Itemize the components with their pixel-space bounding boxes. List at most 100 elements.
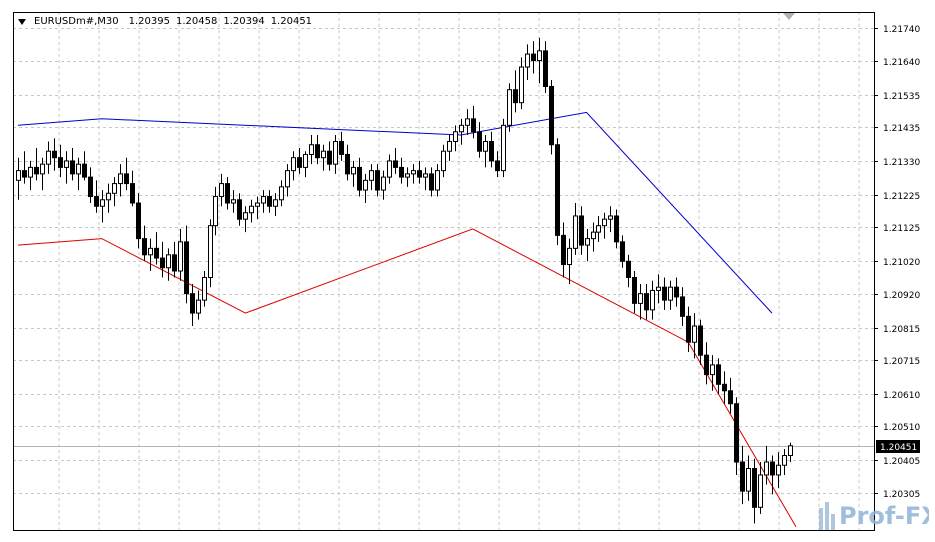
- candle: [64, 151, 69, 184]
- candle: [614, 209, 619, 249]
- candle-body: [190, 293, 195, 314]
- candle-body: [196, 299, 201, 314]
- candle-body: [130, 183, 135, 204]
- candle-body: [285, 170, 290, 188]
- candle: [513, 70, 518, 113]
- candle-body: [471, 118, 476, 133]
- candle: [70, 147, 75, 181]
- candle: [423, 167, 428, 191]
- candle-body: [429, 173, 434, 191]
- candle-body: [363, 179, 368, 191]
- candle-body: [740, 461, 745, 492]
- candle-body: [650, 289, 655, 311]
- candle-body: [680, 296, 685, 317]
- candle-body: [249, 205, 254, 214]
- candle-body: [573, 215, 578, 249]
- candle-body: [632, 276, 637, 304]
- candle: [441, 144, 446, 178]
- y-tick-label: 1.20610: [883, 391, 920, 401]
- price-axis: 1.21740 1.21640 1.21535 1.21435 1.21330 1.212…: [13, 12, 920, 531]
- chevron-down-icon[interactable]: [18, 18, 26, 25]
- y-tick-label: 1.21640: [883, 58, 920, 68]
- candle: [172, 241, 177, 278]
- candle: [567, 238, 572, 284]
- candle: [190, 283, 195, 327]
- candle-body: [381, 176, 386, 191]
- candle-body: [184, 241, 189, 295]
- candle: [549, 79, 554, 155]
- candle-body: [22, 170, 27, 178]
- candle: [758, 462, 763, 514]
- candle-body: [202, 276, 207, 301]
- candle-body: [477, 131, 482, 152]
- candle: [303, 151, 308, 178]
- candle-body: [369, 170, 374, 181]
- candle-body: [154, 247, 159, 259]
- candle-body: [638, 293, 643, 304]
- candle-body: [776, 464, 781, 476]
- candle-body: [525, 53, 530, 68]
- candle: [160, 241, 165, 278]
- current-price-label-bg: [876, 440, 920, 453]
- candle-body: [213, 196, 218, 227]
- candle-body: [172, 254, 177, 272]
- candle-body: [142, 238, 147, 256]
- candle-body: [447, 141, 452, 152]
- candle: [178, 228, 183, 281]
- candle: [650, 280, 655, 320]
- candle: [136, 193, 141, 249]
- candle-body: [393, 160, 398, 168]
- symbol-label: EURUSDm#,M30: [34, 16, 119, 27]
- candle-body: [219, 183, 224, 198]
- candle: [716, 358, 721, 395]
- candle: [184, 225, 189, 304]
- candle-body: [16, 170, 21, 181]
- candle-body: [608, 215, 613, 220]
- y-tick-label: 1.20920: [883, 291, 920, 301]
- candle: [519, 57, 524, 110]
- candle: [501, 118, 506, 178]
- candle-body: [591, 231, 596, 240]
- close-value: 1.20451: [270, 16, 313, 27]
- candle-body: [34, 166, 39, 175]
- candle: [788, 442, 793, 463]
- candle: [40, 157, 45, 191]
- candle: [710, 355, 715, 391]
- candle-body: [40, 163, 45, 175]
- candle: [387, 154, 392, 184]
- candle: [297, 147, 302, 174]
- candle-body: [495, 160, 500, 172]
- candle: [76, 157, 81, 191]
- candle: [237, 193, 242, 226]
- chart-header: EURUSDm#,M30 1.20395 1.20458 1.20394 1.2…: [18, 16, 312, 27]
- candle-body: [387, 160, 392, 178]
- candle: [381, 170, 386, 200]
- candle-body: [58, 157, 63, 168]
- candle-body: [118, 173, 123, 185]
- candle-body: [309, 144, 314, 155]
- candle: [52, 138, 57, 171]
- candle: [393, 147, 398, 174]
- candle-body: [64, 160, 69, 168]
- candle-body: [160, 257, 165, 269]
- candle-body: [70, 160, 75, 175]
- candle: [309, 135, 314, 165]
- candle: [620, 235, 625, 268]
- candle: [399, 157, 404, 184]
- candle-body: [710, 364, 715, 376]
- candle-body: [82, 163, 87, 178]
- y-tick-label: 1.21020: [883, 258, 920, 268]
- y-tick-label: 1.20405: [883, 457, 920, 467]
- candle-body: [668, 286, 673, 301]
- candle-body: [752, 467, 757, 508]
- logo-text: Prof-FX: [839, 502, 929, 530]
- candle: [22, 151, 27, 184]
- candle: [351, 160, 356, 187]
- candle: [285, 164, 290, 197]
- candle-body: [100, 199, 105, 207]
- candle-body: [166, 254, 171, 269]
- candle-body: [148, 247, 153, 256]
- y-tick-label: 1.21535: [883, 92, 920, 102]
- candle-body: [28, 166, 33, 178]
